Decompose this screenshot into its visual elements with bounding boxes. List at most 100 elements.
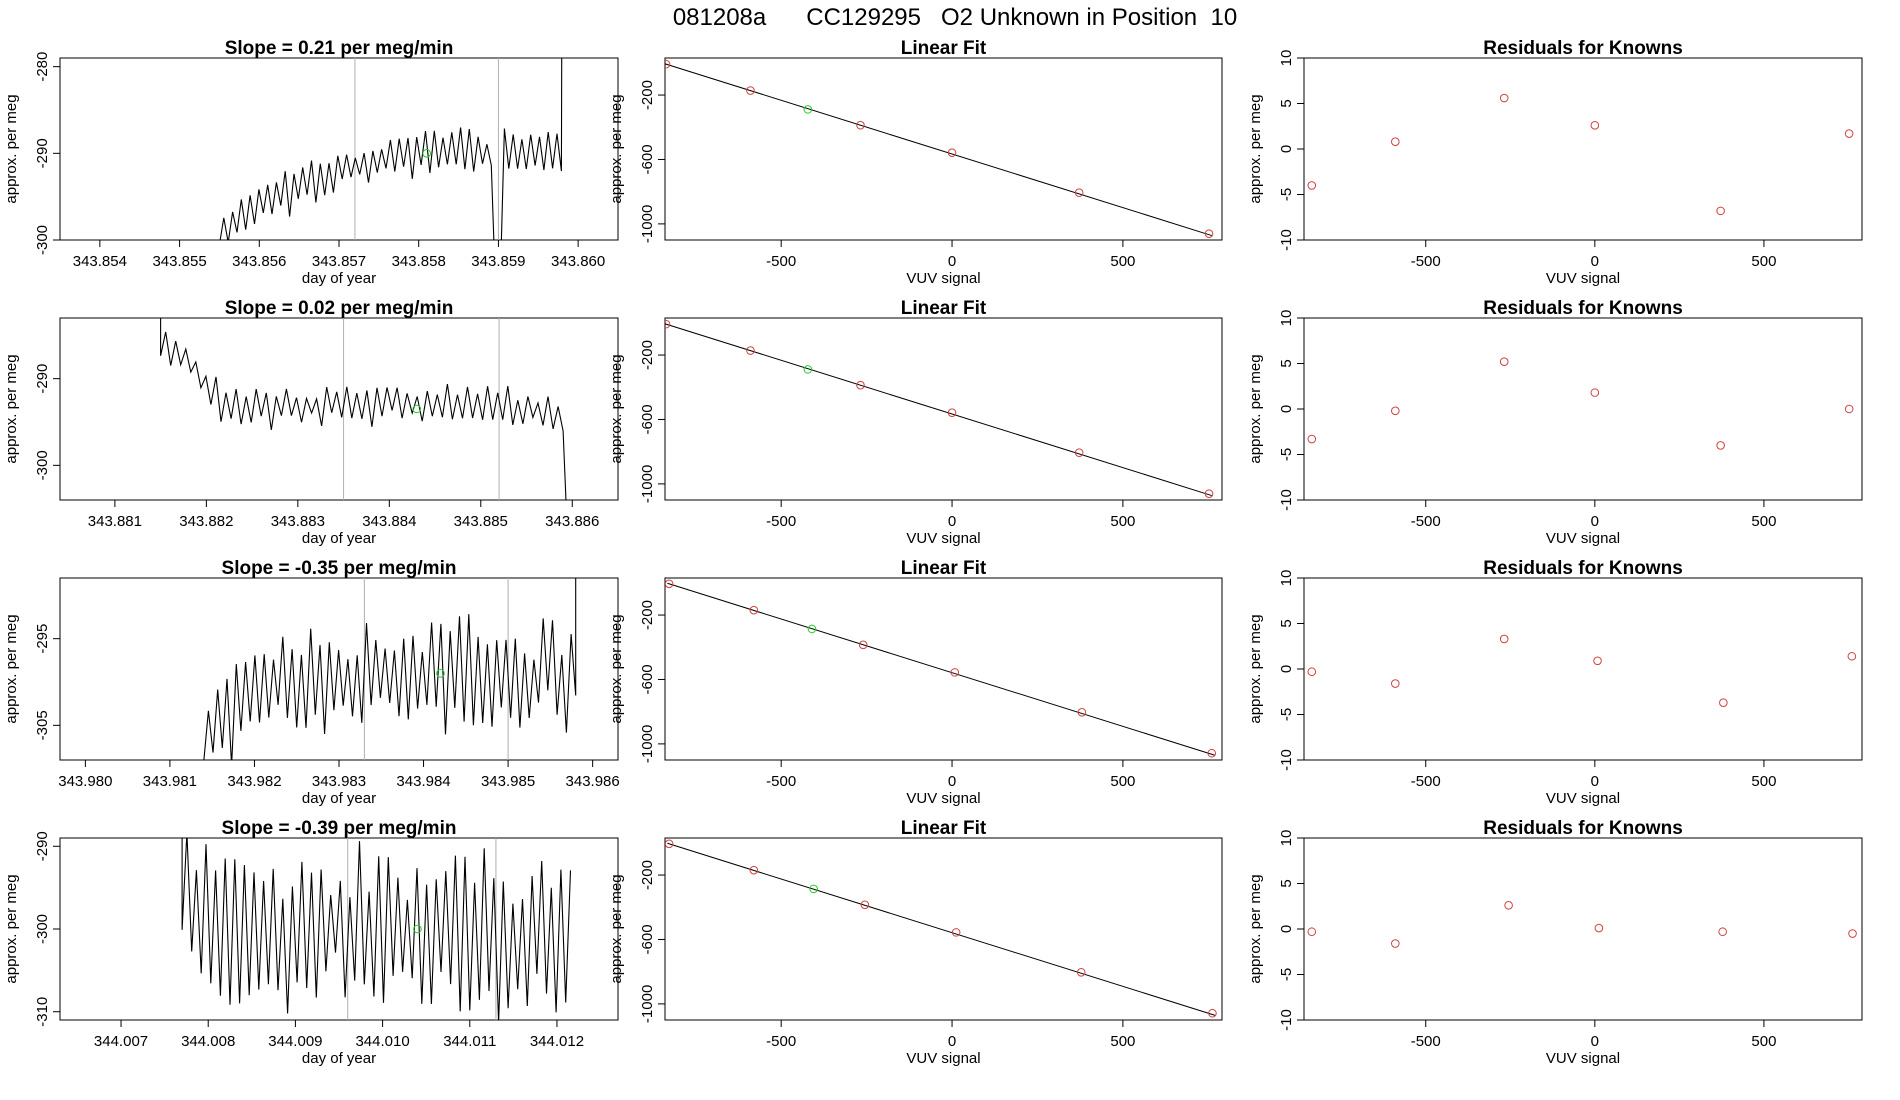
y-axis-label: approx. per meg	[3, 94, 20, 203]
y-axis-label: approx. per meg	[608, 874, 625, 983]
residual-point	[1718, 927, 1727, 937]
x-axis-label: day of year	[302, 1050, 376, 1067]
known-point	[951, 928, 961, 937]
x-tick-label: 344.011	[443, 1033, 496, 1050]
fit-line	[667, 842, 1216, 1016]
x-tick-label: 343.857	[312, 253, 366, 270]
panel-title: Residuals for Knowns	[1483, 298, 1683, 319]
y-tick-label: 5	[1278, 99, 1295, 107]
series-line	[181, 838, 572, 1020]
known-point	[1077, 708, 1087, 717]
x-tick-label: 0	[1591, 773, 1599, 790]
y-tick-label: 0	[1278, 665, 1295, 673]
x-tick-label: 500	[1751, 253, 1776, 270]
unknown-point	[413, 924, 422, 934]
x-tick-label: 343.883	[271, 513, 325, 530]
x-tick-label: 343.886	[545, 513, 599, 530]
x-tick-label: 343.985	[481, 773, 535, 790]
plot-area	[1307, 357, 1854, 450]
residual-point	[1391, 679, 1400, 688]
residual-point	[1391, 406, 1400, 416]
plot-frame	[664, 577, 1223, 761]
y-tick-label: -290	[34, 138, 51, 168]
panel-title: Slope = -0.35 per meg/min	[222, 558, 457, 579]
x-tick-label: 0	[948, 773, 956, 790]
x-tick-label: 343.854	[73, 253, 127, 270]
y-tick-label: 5	[1278, 879, 1295, 887]
y-tick-label: 5	[1278, 619, 1295, 627]
x-axis-label: VUV signal	[1546, 530, 1620, 547]
panel-res1: Residuals for Knowns -500 0 500 -10 -5 0 5 10 VUV…	[1247, 38, 1863, 287]
x-tick-label: 343.986	[566, 773, 620, 790]
unknown-point	[436, 669, 445, 678]
panel-res2: Residuals for Knowns -500 0 500 -10 -5 0 5 10 VUV…	[1247, 298, 1863, 547]
y-axis-label: approx. per meg	[608, 614, 625, 723]
x-tick-label: 343.855	[152, 253, 206, 270]
known-point	[665, 839, 674, 849]
y-tick-label: -600	[639, 404, 656, 434]
y-tick-label: -200	[639, 80, 656, 110]
y-tick-label: -10	[1278, 749, 1295, 771]
panels: Slope = 0.21 per meg/min 343.854 343.855 34…	[3, 38, 1863, 1067]
x-axis-label: VUV signal	[906, 270, 980, 287]
x-tick-label: 343.858	[392, 253, 446, 270]
x-tick-label: 500	[1110, 773, 1135, 790]
series-line	[160, 318, 567, 500]
y-tick-label: -600	[639, 144, 656, 174]
y-tick-label: -200	[639, 600, 656, 630]
y-tick-label: -200	[639, 340, 656, 370]
y-tick-label: -300	[34, 225, 51, 255]
panel-fit3: Linear Fit -500 0 500 -1000 -600 -200 VUV signa…	[608, 558, 1223, 807]
known-point	[1204, 229, 1214, 239]
y-tick-label: -310	[34, 997, 51, 1027]
y-tick-label: -1000	[639, 205, 656, 243]
residual-point	[1716, 441, 1725, 450]
y-tick-label: 0	[1278, 405, 1295, 413]
x-tick-label: 344.009	[268, 1033, 322, 1050]
x-tick-label: -500	[1411, 773, 1441, 790]
y-tick-label: -5	[1278, 708, 1295, 721]
x-tick-label: 344.010	[355, 1033, 409, 1050]
x-tick-label: 343.982	[227, 773, 281, 790]
y-tick-label: -300	[34, 450, 51, 480]
residual-point	[1307, 927, 1317, 937]
known-point	[665, 319, 671, 329]
residual-point	[1590, 121, 1600, 130]
plot-frame	[664, 317, 1223, 501]
plot-area	[665, 59, 1214, 239]
y-tick-label: -1000	[639, 465, 656, 503]
y-tick-label: -600	[639, 924, 656, 954]
y-tick-label: -10	[1278, 229, 1295, 251]
plot-frame	[59, 317, 619, 501]
known-point	[1074, 448, 1084, 457]
y-axis-label: approx. per meg	[1247, 614, 1264, 723]
x-tick-label: 344.008	[181, 1033, 235, 1050]
plot-area	[1307, 901, 1857, 948]
y-tick-label: -600	[639, 664, 656, 694]
residual-point	[1391, 137, 1400, 147]
y-tick-label: 10	[1278, 50, 1295, 67]
y-tick-label: 0	[1278, 145, 1295, 153]
series-line	[219, 58, 563, 240]
plot-frame	[1303, 577, 1863, 761]
plot-frame	[664, 837, 1223, 1021]
panel-title: Slope = 0.02 per meg/min	[225, 298, 454, 319]
plot-area	[1307, 634, 1857, 707]
x-axis-label: day of year	[302, 790, 376, 807]
figure-title: 081208a CC129295 O2 Unknown in Position …	[673, 4, 1237, 31]
panel-title: Residuals for Knowns	[1483, 38, 1683, 59]
x-tick-label: 0	[1591, 513, 1599, 530]
x-tick-label: 343.980	[58, 773, 112, 790]
known-point	[665, 579, 674, 589]
x-tick-label: 343.984	[396, 773, 450, 790]
residual-point	[1593, 656, 1602, 666]
y-axis-label: approx. per meg	[1247, 874, 1264, 983]
plot-frame	[1303, 837, 1863, 1021]
x-axis-label: day of year	[302, 270, 376, 287]
y-tick-label: -5	[1278, 188, 1295, 201]
x-tick-label: 500	[1751, 513, 1776, 530]
x-tick-label: 343.885	[454, 513, 508, 530]
y-tick-label: -295	[34, 624, 51, 654]
plot-frame	[664, 57, 1223, 241]
